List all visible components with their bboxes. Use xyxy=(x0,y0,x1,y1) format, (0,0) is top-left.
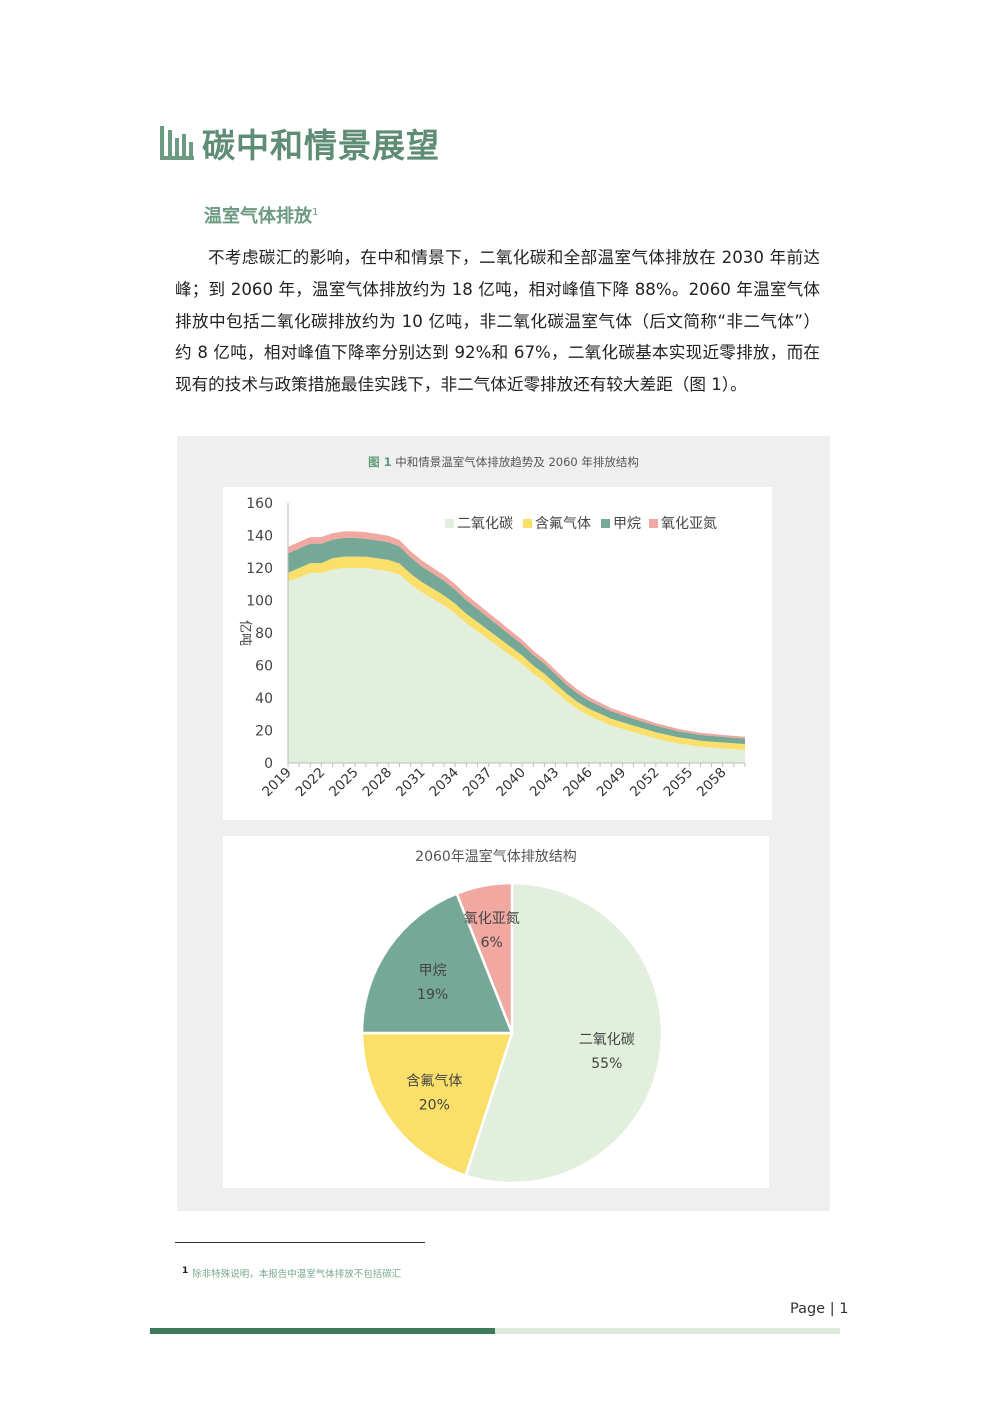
heading: 碳中和情景展望 xyxy=(158,118,440,168)
pie-label-name: 含氟气体 xyxy=(406,1073,462,1089)
y-tick-label: 120 xyxy=(246,561,273,577)
legend-swatch-0 xyxy=(445,519,454,528)
bar-chart-icon xyxy=(160,126,194,160)
legend-swatch-3 xyxy=(649,519,658,528)
x-tick-label: 2034 xyxy=(426,765,462,801)
y-tick-label: 40 xyxy=(255,691,273,707)
figure-caption-text: 中和情景温室气体排放趋势及 2060 年排放结构 xyxy=(395,455,639,469)
figure-label: 图 1 xyxy=(368,455,392,469)
y-tick-label: 140 xyxy=(246,529,273,545)
x-tick-label: 2049 xyxy=(594,765,630,801)
y-tick-label: 160 xyxy=(246,496,273,512)
area-series-0 xyxy=(288,568,745,763)
body-paragraph: 不考虑碳汇的影响，在中和情景下，二氧化碳和全部温室气体排放在 2030 年前达峰… xyxy=(175,248,820,395)
x-tick-label: 2031 xyxy=(393,765,429,801)
area-series-1 xyxy=(288,556,745,750)
legend-swatch-2 xyxy=(601,519,610,528)
pie-label-value: 20% xyxy=(419,1097,450,1113)
pie-label-value: 6% xyxy=(481,935,503,951)
pie-label-value: 55% xyxy=(591,1056,622,1072)
legend-label-0: 二氧化碳 xyxy=(457,516,513,532)
pie-slice-1 xyxy=(360,1031,514,1178)
footer-bar-dark xyxy=(150,1328,495,1334)
page-number: Page | 1 xyxy=(790,1301,849,1317)
pie-title: 2060年温室气体排放结构 xyxy=(415,848,577,865)
section-title: 温室气体排放1 xyxy=(204,202,318,228)
y-tick-label: 20 xyxy=(255,724,273,740)
pie-label-name: 甲烷 xyxy=(419,963,447,979)
pie-chart-box: 2060年温室气体排放结构二氧化碳 55% 含氟气体 20% 甲烷 19% 氧化亚氮 6% xyxy=(223,836,769,1188)
area-chart: 020406080100120140160亿吨20192022202520282… xyxy=(237,496,746,801)
footnote-ref[interactable]: 1 xyxy=(312,207,319,218)
x-tick-label: 2040 xyxy=(493,765,529,801)
legend-label-1: 含氟气体 xyxy=(535,516,591,532)
pie-slice-2 xyxy=(360,891,514,1035)
y-tick-label: 80 xyxy=(255,626,273,642)
legend-label-2: 甲烷 xyxy=(613,516,641,532)
footnote-rule xyxy=(175,1242,425,1243)
x-tick-label: 2028 xyxy=(360,765,396,801)
legend-label-3: 氧化亚氮 xyxy=(661,516,717,532)
area-chart-box: 0 20 40 60 80 100 120 140 160 亿吨 2019 2022 2025 2028 2… xyxy=(223,487,772,820)
legend-swatch-1 xyxy=(523,519,532,528)
area-series-2 xyxy=(288,537,745,745)
pie-label-name: 氧化亚氮 xyxy=(464,911,520,927)
figure-caption: 图 1 中和情景温室气体排放趋势及 2060 年排放结构 xyxy=(177,454,830,470)
x-tick-label: 2037 xyxy=(460,765,496,801)
y-tick-label: 60 xyxy=(255,659,273,675)
section-title-text: 温室气体排放 xyxy=(204,206,312,227)
x-tick-label: 2025 xyxy=(326,765,362,801)
pie-label-value: 19% xyxy=(417,987,448,1003)
footnote-text: 除非特殊说明，本报告中温室气体排放不包括碳汇 xyxy=(192,1269,402,1281)
y-tick-label: 100 xyxy=(246,594,273,610)
footer-bar-light xyxy=(495,1328,840,1334)
x-tick-label: 2058 xyxy=(694,765,730,801)
x-tick-label: 2043 xyxy=(527,765,563,801)
pie-label-name: 二氧化碳 xyxy=(579,1032,635,1048)
x-tick-label: 2055 xyxy=(660,765,696,801)
footnote: 1 除非特殊说明，本报告中温室气体排放不包括碳汇 xyxy=(182,1266,401,1280)
x-tick-label: 2052 xyxy=(627,765,663,801)
footnote-marker: 1 xyxy=(182,1266,189,1276)
x-tick-label: 2022 xyxy=(293,765,329,801)
pie-slice-0 xyxy=(464,881,664,1185)
y-tick-label: 0 xyxy=(264,756,273,772)
x-tick-label: 2046 xyxy=(560,765,596,801)
page-title: 碳中和情景展望 xyxy=(202,126,440,165)
pie-slice-3 xyxy=(455,881,514,1034)
y-axis-label: 亿吨 xyxy=(237,620,252,646)
